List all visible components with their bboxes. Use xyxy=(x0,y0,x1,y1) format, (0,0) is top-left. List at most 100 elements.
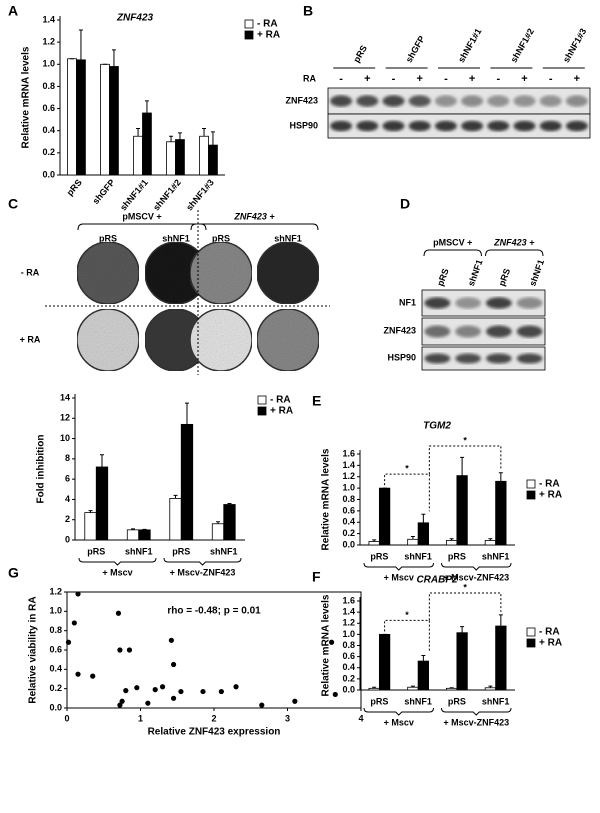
bar xyxy=(407,538,419,546)
ra-label: RA xyxy=(303,73,316,83)
y-tick-label: 0.0 xyxy=(342,539,355,549)
blot-band xyxy=(455,297,482,309)
dish xyxy=(76,241,140,305)
group-label: + Mscv-ZNF423 xyxy=(443,572,509,582)
bar xyxy=(169,498,182,541)
bar xyxy=(138,529,151,541)
y-tick-label: 0.6 xyxy=(49,644,62,654)
point xyxy=(75,591,81,597)
x-tick-label: shNF1 xyxy=(482,551,510,561)
blot-band xyxy=(513,95,536,107)
point xyxy=(117,702,123,708)
bar xyxy=(76,59,86,176)
x-tick-label: pRS xyxy=(65,177,84,197)
error-bar xyxy=(460,626,465,633)
group-bracket xyxy=(163,557,242,566)
blot-band xyxy=(382,95,405,107)
y-tick-label: 1.0 xyxy=(49,606,62,616)
point xyxy=(259,702,265,708)
y-axis-label: Relative mRNA levels xyxy=(321,448,332,550)
blot-band xyxy=(485,325,512,338)
bar xyxy=(407,686,419,691)
legend-label: - RA xyxy=(539,479,560,490)
dish xyxy=(256,308,320,372)
bar xyxy=(166,141,176,176)
x-tick-label: pRS xyxy=(172,546,190,556)
blot-band xyxy=(356,120,379,132)
significance-mark: * xyxy=(463,435,467,445)
bar xyxy=(175,139,185,176)
row-label: NF1 xyxy=(399,297,416,307)
blot-band xyxy=(516,353,543,364)
point xyxy=(126,647,133,653)
lane-label: pRS xyxy=(99,233,117,243)
y-tick-label: 1.4 xyxy=(342,460,355,470)
y-tick-label: 0.2 xyxy=(342,673,355,683)
error-bar xyxy=(169,135,174,142)
point xyxy=(119,698,125,704)
legend-swatch xyxy=(526,479,536,489)
point xyxy=(71,620,77,626)
y-tick-label: 1.2 xyxy=(342,471,355,481)
group-bracket xyxy=(78,557,157,566)
significance-bracket xyxy=(428,445,502,475)
error-bar xyxy=(131,528,136,530)
y-tick-label: 0.6 xyxy=(342,651,355,661)
y-tick-label: 6 xyxy=(65,474,70,484)
error-bar xyxy=(142,528,147,530)
blot-strip xyxy=(421,346,546,371)
bar xyxy=(378,633,391,691)
bar xyxy=(368,541,380,546)
point xyxy=(170,695,177,701)
legend-swatch xyxy=(526,490,536,500)
significance-bracket xyxy=(384,473,430,512)
blot-band xyxy=(434,95,457,107)
point xyxy=(115,610,122,616)
point xyxy=(123,688,129,694)
blot-band xyxy=(424,325,451,338)
y-tick-label: 1.2 xyxy=(49,586,62,596)
row-label: HSP90 xyxy=(289,120,318,130)
x-tick-label: 3 xyxy=(285,713,290,723)
x-tick-label: 1 xyxy=(138,713,143,723)
bar xyxy=(126,529,140,541)
y-tick-label: 1.0 xyxy=(42,59,55,69)
panel-letter: A xyxy=(8,3,18,19)
legend-label: - RA xyxy=(539,627,560,638)
error-bar xyxy=(227,502,232,505)
blot-band xyxy=(485,297,512,309)
point xyxy=(90,673,96,679)
ra-mark: + xyxy=(521,73,527,85)
blot-band xyxy=(408,95,431,107)
y-tick-label: 14 xyxy=(60,392,70,402)
significance-bracket xyxy=(384,619,430,653)
panel-letter: D xyxy=(400,196,410,212)
bar xyxy=(109,66,119,176)
ra-mark: + xyxy=(574,73,580,85)
y-tick-label: 0.6 xyxy=(342,505,355,515)
group-label: + Mscv xyxy=(384,717,414,727)
legend-label: - RA xyxy=(270,395,291,406)
group-label: + Mscv xyxy=(384,572,414,582)
lane-label: shNF1#3 xyxy=(561,27,588,65)
y-tick-label: 0 xyxy=(65,534,70,544)
blot-band xyxy=(424,297,451,309)
group-bracket xyxy=(423,249,482,257)
y-tick-label: 1.0 xyxy=(342,483,355,493)
legend-label: + RA xyxy=(539,490,562,501)
bar xyxy=(100,63,110,176)
error-bar xyxy=(421,513,426,523)
group-label: ZNF423 + xyxy=(493,237,535,247)
y-tick-label: 1.2 xyxy=(342,618,355,628)
point xyxy=(159,684,166,690)
bar xyxy=(67,58,77,176)
panel-letter: G xyxy=(8,565,19,581)
x-tick-label: shNF1 xyxy=(125,546,153,556)
legend-label: + RA xyxy=(257,30,280,41)
panel-letter: B xyxy=(303,3,313,19)
point xyxy=(200,688,206,695)
dish xyxy=(189,308,253,372)
x-tick-label: pRS xyxy=(448,551,466,561)
bar xyxy=(495,480,507,546)
y-axis-label: Relative viability in RA xyxy=(28,596,39,703)
